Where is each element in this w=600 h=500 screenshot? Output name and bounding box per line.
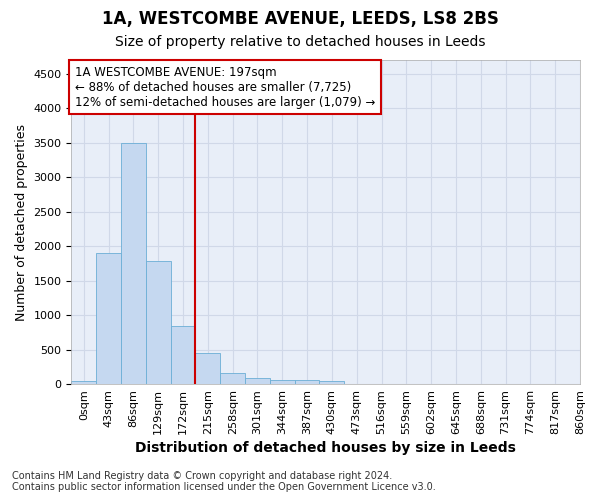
Text: Contains HM Land Registry data © Crown copyright and database right 2024.
Contai: Contains HM Land Registry data © Crown c… xyxy=(12,471,436,492)
Bar xyxy=(319,382,344,384)
Text: 1A WESTCOMBE AVENUE: 197sqm
← 88% of detached houses are smaller (7,725)
12% of : 1A WESTCOMBE AVENUE: 197sqm ← 88% of det… xyxy=(75,66,376,108)
Bar xyxy=(170,326,196,384)
Bar xyxy=(121,142,146,384)
Bar xyxy=(295,380,319,384)
Y-axis label: Number of detached properties: Number of detached properties xyxy=(15,124,28,320)
Bar xyxy=(270,380,295,384)
Bar xyxy=(96,253,121,384)
Text: 1A, WESTCOMBE AVENUE, LEEDS, LS8 2BS: 1A, WESTCOMBE AVENUE, LEEDS, LS8 2BS xyxy=(101,10,499,28)
X-axis label: Distribution of detached houses by size in Leeds: Distribution of detached houses by size … xyxy=(135,441,516,455)
Bar xyxy=(196,353,220,384)
Bar xyxy=(146,262,170,384)
Bar xyxy=(220,373,245,384)
Bar xyxy=(245,378,270,384)
Text: Size of property relative to detached houses in Leeds: Size of property relative to detached ho… xyxy=(115,35,485,49)
Bar xyxy=(71,380,96,384)
